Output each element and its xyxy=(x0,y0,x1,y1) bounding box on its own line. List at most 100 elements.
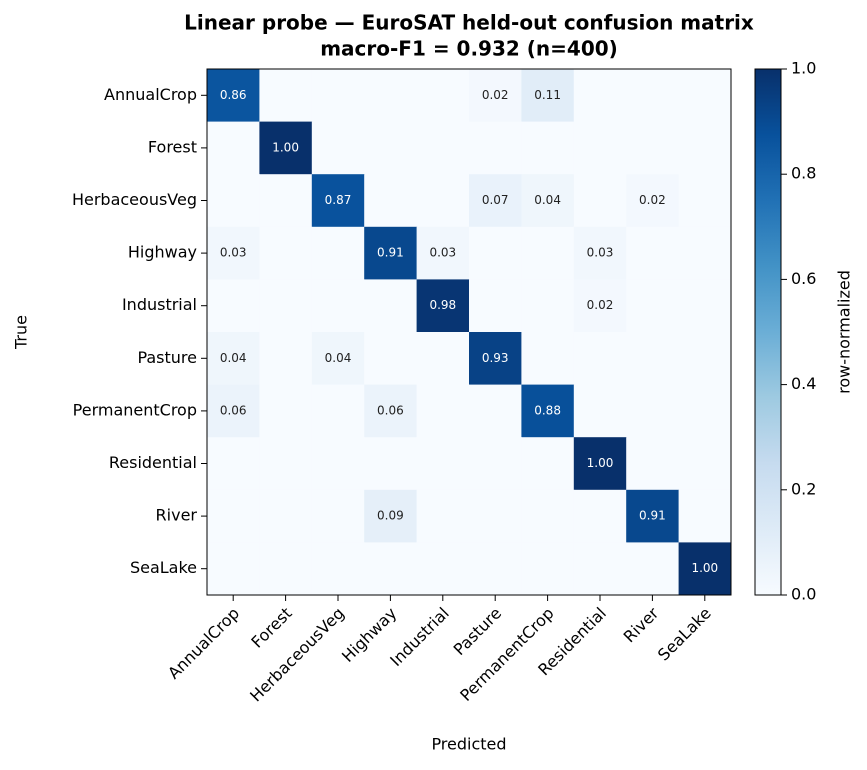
cell-label: 0.04 xyxy=(220,351,247,365)
heatmap-cell xyxy=(469,174,522,228)
x-tick-label: AnnualCrop xyxy=(164,604,243,683)
x-tick-label: PermanentCrop xyxy=(456,604,557,705)
colorbar-label: row-normalized xyxy=(835,270,854,394)
heatmap-cell xyxy=(207,489,260,543)
heatmap-cell xyxy=(259,226,313,280)
heatmap-cell xyxy=(259,174,313,228)
heatmap-cell xyxy=(311,174,365,228)
cell-label: 0.93 xyxy=(482,351,509,365)
cell-label: 0.02 xyxy=(482,88,509,102)
y-tick-label: SeaLake xyxy=(130,558,197,577)
heatmap-cell xyxy=(259,279,313,333)
heatmap-cell xyxy=(469,69,522,123)
cell-label: 0.03 xyxy=(429,246,456,260)
x-tick-label: River xyxy=(620,603,663,646)
heatmap-cell xyxy=(416,384,470,438)
heatmap-cell xyxy=(207,226,260,280)
heatmap-cell xyxy=(364,174,418,228)
cell-label: 0.04 xyxy=(534,193,561,207)
cell-label: 0.02 xyxy=(587,298,614,312)
heatmap-cell xyxy=(626,332,680,386)
heatmap-cell xyxy=(311,69,365,123)
heatmap-cell xyxy=(678,384,732,438)
y-tick-label: Residential xyxy=(109,453,197,472)
chart-subtitle: macro-F1 = 0.932 (n=400) xyxy=(320,37,618,61)
heatmap-cell xyxy=(259,437,313,491)
y-tick-label: Highway xyxy=(128,243,197,262)
heatmap-cell xyxy=(678,332,732,386)
heatmap-cell xyxy=(207,332,260,386)
y-axis-label: True xyxy=(12,315,31,350)
heatmap-cell xyxy=(678,69,732,123)
heatmap-cell xyxy=(573,69,627,123)
heatmap-cell xyxy=(521,332,575,386)
cell-label: 0.03 xyxy=(220,246,247,260)
heatmap-cell xyxy=(207,69,260,123)
heatmap-cell xyxy=(364,542,418,596)
colorbar-tick-label: 0.0 xyxy=(791,585,816,604)
y-tick-label: Forest xyxy=(148,137,197,156)
heatmap-cell xyxy=(469,226,522,280)
heatmap-cell xyxy=(678,279,732,333)
x-tick-label: Forest xyxy=(247,604,295,652)
heatmap-cell xyxy=(469,279,522,333)
heatmap-cell xyxy=(259,69,313,123)
cell-label: 0.09 xyxy=(377,509,404,523)
heatmap-cell xyxy=(626,121,680,175)
heatmap-cell xyxy=(416,121,470,175)
heatmap-cell xyxy=(207,437,260,491)
heatmap-cell xyxy=(469,332,522,386)
cell-label: 0.02 xyxy=(639,193,666,207)
heatmap-cell xyxy=(416,437,470,491)
cell-label: 0.88 xyxy=(534,403,561,417)
cell-label: 0.91 xyxy=(639,509,666,523)
heatmap-cell xyxy=(573,384,627,438)
heatmap-cell xyxy=(573,279,627,333)
heatmap-cell xyxy=(207,174,260,228)
heatmap-cell xyxy=(311,542,365,596)
cell-label: 0.91 xyxy=(377,246,404,260)
heatmap-cell xyxy=(364,226,418,280)
heatmap-cell xyxy=(573,542,627,596)
heatmap-cell xyxy=(469,542,522,596)
heatmap-cell xyxy=(311,332,365,386)
cell-label: 0.98 xyxy=(429,298,456,312)
heatmap-cell xyxy=(364,332,418,386)
heatmap-cell xyxy=(678,226,732,280)
heatmap-cell xyxy=(259,542,313,596)
heatmap-cell xyxy=(416,69,470,123)
heatmap-cell xyxy=(311,384,365,438)
heatmap-cell xyxy=(207,384,260,438)
heatmap-cell xyxy=(521,489,575,543)
heatmap-cell xyxy=(573,437,627,491)
heatmap-cell xyxy=(573,489,627,543)
heatmap-cell xyxy=(626,384,680,438)
heatmap-cell xyxy=(416,174,470,228)
colorbar-tick-label: 0.2 xyxy=(791,479,816,498)
heatmap-cell xyxy=(626,226,680,280)
cell-label: 0.06 xyxy=(220,403,247,417)
x-tick-label: HerbaceousVeg xyxy=(246,604,348,706)
heatmap-cell xyxy=(311,489,365,543)
heatmap-cell xyxy=(311,121,365,175)
y-tick-label: River xyxy=(156,506,198,525)
heatmap-cell xyxy=(364,489,418,543)
heatmap-cell xyxy=(626,437,680,491)
heatmap-cell xyxy=(207,279,260,333)
cell-label: 0.87 xyxy=(325,193,352,207)
heatmap-cell xyxy=(259,121,313,175)
cell-label: 0.86 xyxy=(220,88,247,102)
heatmap-cell xyxy=(416,279,470,333)
heatmap-cell xyxy=(364,121,418,175)
colorbar xyxy=(754,68,782,596)
cell-label: 0.11 xyxy=(534,88,561,102)
heatmap-cell xyxy=(259,489,313,543)
heatmap-cell xyxy=(364,69,418,123)
heatmap-cell xyxy=(626,542,680,596)
plot-frame xyxy=(206,68,732,596)
cell-label: 1.00 xyxy=(587,456,614,470)
cell-label: 0.06 xyxy=(377,403,404,417)
heatmap-cell xyxy=(469,437,522,491)
cell-label: 1.00 xyxy=(272,140,299,154)
